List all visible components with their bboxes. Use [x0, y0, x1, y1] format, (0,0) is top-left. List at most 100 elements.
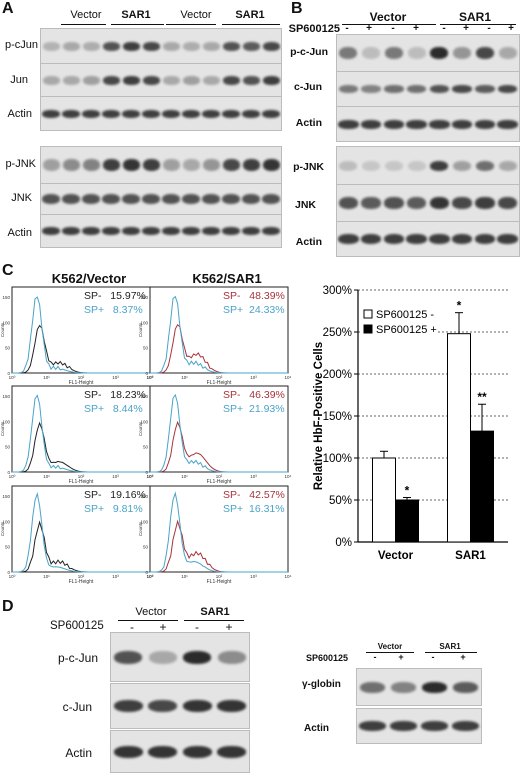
- panel-b-group-line-sar1: [440, 24, 516, 25]
- sar1-row2-sp-plus: SP+ 21.93%: [223, 403, 285, 415]
- sp-minus-label: SP-: [84, 489, 102, 501]
- blot-band: [362, 160, 381, 171]
- panel-b-blot-actin: [336, 106, 520, 142]
- blot-band: [430, 47, 449, 59]
- flow-x-tick: 10³: [112, 574, 119, 579]
- panel-d-right-group-line-sar1: [425, 652, 477, 653]
- sar1-row1-sp-minus: SP- 48.39%: [223, 290, 285, 302]
- panel-b-blot-c-jun: [336, 71, 520, 107]
- blot-band: [142, 41, 160, 51]
- blot-band: [429, 119, 450, 129]
- flow-x-label: FL1-Height: [69, 479, 94, 485]
- blot-band: [182, 109, 200, 118]
- blot-band: [42, 75, 60, 85]
- flow-x-tick: 10²: [78, 574, 85, 579]
- blot-band: [113, 745, 143, 758]
- chart-y-tick: 0%: [335, 537, 352, 549]
- panel-d-row-label-p-c-jun: p-c-Jun: [57, 651, 98, 665]
- blot-band: [217, 700, 247, 712]
- chart-legend: SP600125 - SP600125 +: [360, 305, 437, 336]
- blot-band: [222, 109, 240, 118]
- sp-plus-histogram: [12, 296, 150, 374]
- panel-d-row-label-actin: Actin: [65, 746, 92, 760]
- panel-d-row-label-c-jun: c-Jun: [62, 700, 92, 714]
- blot-band: [41, 194, 60, 204]
- sp-minus-label: SP-: [84, 389, 102, 401]
- bar-vector-minus: [372, 457, 396, 543]
- flow-x-tick: 10⁴: [285, 474, 292, 479]
- flow-x-tick: 10⁴: [147, 375, 154, 380]
- sp-plus-histogram: [12, 394, 150, 473]
- vector-row1-sp-plus: SP+ 8.37%: [84, 304, 143, 316]
- blot-band: [148, 700, 178, 712]
- blot-band: [406, 119, 427, 129]
- flow-x-label: FL1-Height: [69, 579, 94, 585]
- flow-plot: 0 50 100 150 Counts 10⁰ 10¹ 10² 10³ 10⁴ FL1-Height: [138, 286, 292, 386]
- legend-swatch: [363, 324, 373, 334]
- panel-a-blot-actin: [40, 96, 282, 131]
- panel-b-row-label-actin-2: Actin: [295, 236, 322, 248]
- blot-band: [451, 234, 473, 244]
- vector-row1-sp-minus: SP- 15.97%: [84, 290, 146, 302]
- blot-band: [82, 41, 100, 51]
- blot-band: [114, 650, 143, 664]
- sp-plus-value: 16.31%: [248, 503, 285, 515]
- legend-label: SP600125 -: [376, 309, 434, 321]
- flow-x-tick: 10⁴: [285, 375, 292, 380]
- sp-plus-value: 24.33%: [248, 304, 285, 316]
- sp-minus-value: 46.39%: [249, 389, 285, 401]
- blot-band: [242, 227, 260, 235]
- vector-row3-sp-minus: SP- 19.16%: [84, 489, 146, 501]
- panel-a-group-3: Vector: [180, 9, 212, 21]
- flow-x-tick: 10²: [216, 474, 223, 479]
- blot-band: [453, 681, 478, 693]
- blot-band: [122, 109, 140, 118]
- blot-band: [222, 194, 240, 204]
- panel-d-group-line-vector: [118, 620, 178, 621]
- blot-band: [62, 159, 80, 171]
- blot-band: [102, 109, 120, 118]
- panel-a-group-line-3: [166, 24, 216, 25]
- flow-x-tick: 10³: [112, 375, 119, 380]
- significance-marker: **: [477, 390, 487, 404]
- sp-plus-label: SP+: [223, 503, 244, 515]
- blot-band: [41, 109, 60, 118]
- flow-y-tick: 0: [7, 371, 10, 376]
- blot-band: [182, 159, 200, 171]
- panel-d-right-blot-actin: [356, 708, 482, 744]
- flow-x-tick: 10³: [250, 574, 257, 579]
- blot-band: [338, 85, 359, 93]
- blot-band: [62, 194, 80, 204]
- blot-band: [142, 227, 160, 235]
- blot-band: [475, 160, 494, 171]
- blot-band: [102, 194, 120, 204]
- chart-y-tick: 150%: [323, 411, 352, 423]
- flow-x-tick: 10³: [250, 474, 257, 479]
- blot-band: [497, 234, 518, 244]
- chart-y-tick: 50%: [329, 495, 352, 507]
- panel-d-sign-4: +: [225, 620, 233, 634]
- panel-b-row-label-p-jnk: p-JNK: [293, 161, 324, 173]
- blot-band: [338, 119, 359, 129]
- blot-band: [383, 234, 405, 244]
- blot-band: [62, 227, 80, 235]
- blot-band: [82, 159, 100, 171]
- panel-a-group-2: SAR1: [121, 9, 151, 21]
- sp-plus-label: SP+: [84, 503, 105, 515]
- sp-minus-label: SP-: [223, 290, 241, 302]
- blot-band: [453, 160, 472, 171]
- flow-y-tick: 0: [145, 570, 148, 575]
- chart-y-tick: 200%: [323, 369, 352, 381]
- flow-y-tick: 0: [7, 470, 10, 475]
- blot-band: [361, 85, 381, 93]
- panel-a-blot-jnk: [40, 183, 282, 215]
- blot-band: [242, 194, 260, 204]
- blot-band: [339, 47, 358, 59]
- panel-d-right-row-label-actin: Actin: [304, 723, 329, 734]
- panel-b-sign-7: -: [487, 23, 491, 34]
- blot-band: [453, 47, 472, 59]
- blot-band: [429, 85, 450, 93]
- panel-b-blot-jnk: [336, 184, 520, 222]
- chart-y-tick: 100%: [323, 453, 352, 465]
- panel-d-sign-2: +: [159, 620, 167, 634]
